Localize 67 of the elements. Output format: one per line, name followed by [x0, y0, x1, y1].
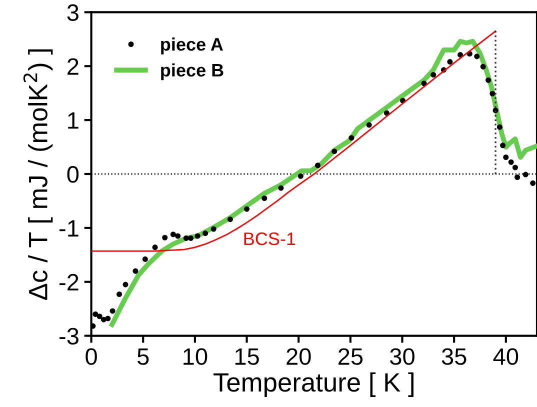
- point: [530, 180, 536, 186]
- point: [447, 59, 453, 65]
- point: [175, 233, 181, 239]
- point: [512, 164, 518, 170]
- point: [332, 148, 338, 154]
- y-tick-label: 2: [68, 58, 78, 75]
- point: [132, 268, 138, 274]
- legend-label: piece A: [161, 37, 223, 54]
- point: [244, 206, 250, 212]
- line-series: [91, 30, 496, 252]
- y-tick-label: 3: [67, 4, 78, 21]
- point: [522, 172, 528, 178]
- line-series: [110, 38, 537, 327]
- point: [92, 311, 98, 317]
- point: [142, 256, 148, 262]
- x-tick-label: 0: [86, 348, 97, 365]
- y-tick-label: 1: [68, 112, 78, 129]
- point: [496, 124, 502, 130]
- x-tick-label: 5: [137, 348, 149, 365]
- point: [162, 234, 168, 240]
- point: [100, 316, 107, 322]
- x-tick-label: 25: [338, 348, 363, 365]
- point: [262, 195, 268, 202]
- x-axis-title: Temperature [ K ]: [214, 372, 414, 397]
- point: [298, 173, 304, 179]
- y-tick-label: -2: [60, 274, 78, 290]
- point: [105, 316, 111, 322]
- point: [116, 291, 122, 298]
- point: [430, 72, 436, 78]
- point: [474, 54, 480, 60]
- point: [210, 226, 216, 232]
- point: [152, 244, 158, 250]
- x-tick-label: 10: [184, 348, 208, 365]
- point: [110, 308, 116, 314]
- point: [227, 216, 233, 222]
- point: [183, 235, 189, 241]
- point: [480, 64, 486, 70]
- point: [278, 185, 284, 191]
- point: [500, 142, 506, 148]
- point: [508, 159, 514, 165]
- y-tick-label: -3: [60, 328, 78, 345]
- point: [202, 230, 208, 236]
- point: [503, 154, 509, 160]
- point: [96, 314, 102, 320]
- x-tick-label: 40: [493, 348, 518, 365]
- x-tick-label: 20: [286, 348, 311, 365]
- point: [421, 80, 427, 86]
- point: [170, 232, 176, 238]
- x-tick-label: 35: [442, 348, 466, 365]
- point: [384, 110, 390, 116]
- point: [122, 282, 128, 288]
- y-tick-label: -1: [60, 220, 78, 236]
- point: [458, 52, 464, 58]
- y-tick-label: 0: [67, 166, 79, 183]
- annotation: BCS-1: [244, 232, 296, 246]
- point: [314, 162, 321, 168]
- point: [194, 233, 200, 239]
- point: [490, 90, 496, 96]
- legend-label: piece B: [161, 63, 224, 80]
- point: [366, 122, 372, 128]
- point: [514, 174, 520, 180]
- y-axis-title: Δc / T [ mJ / (molK$^{2}$) ]: [23, 49, 53, 300]
- point: [348, 135, 354, 141]
- x-tick-label: 30: [390, 348, 414, 365]
- x-tick-label: 15: [235, 348, 259, 365]
- point: [188, 235, 194, 241]
- point: [486, 77, 492, 83]
